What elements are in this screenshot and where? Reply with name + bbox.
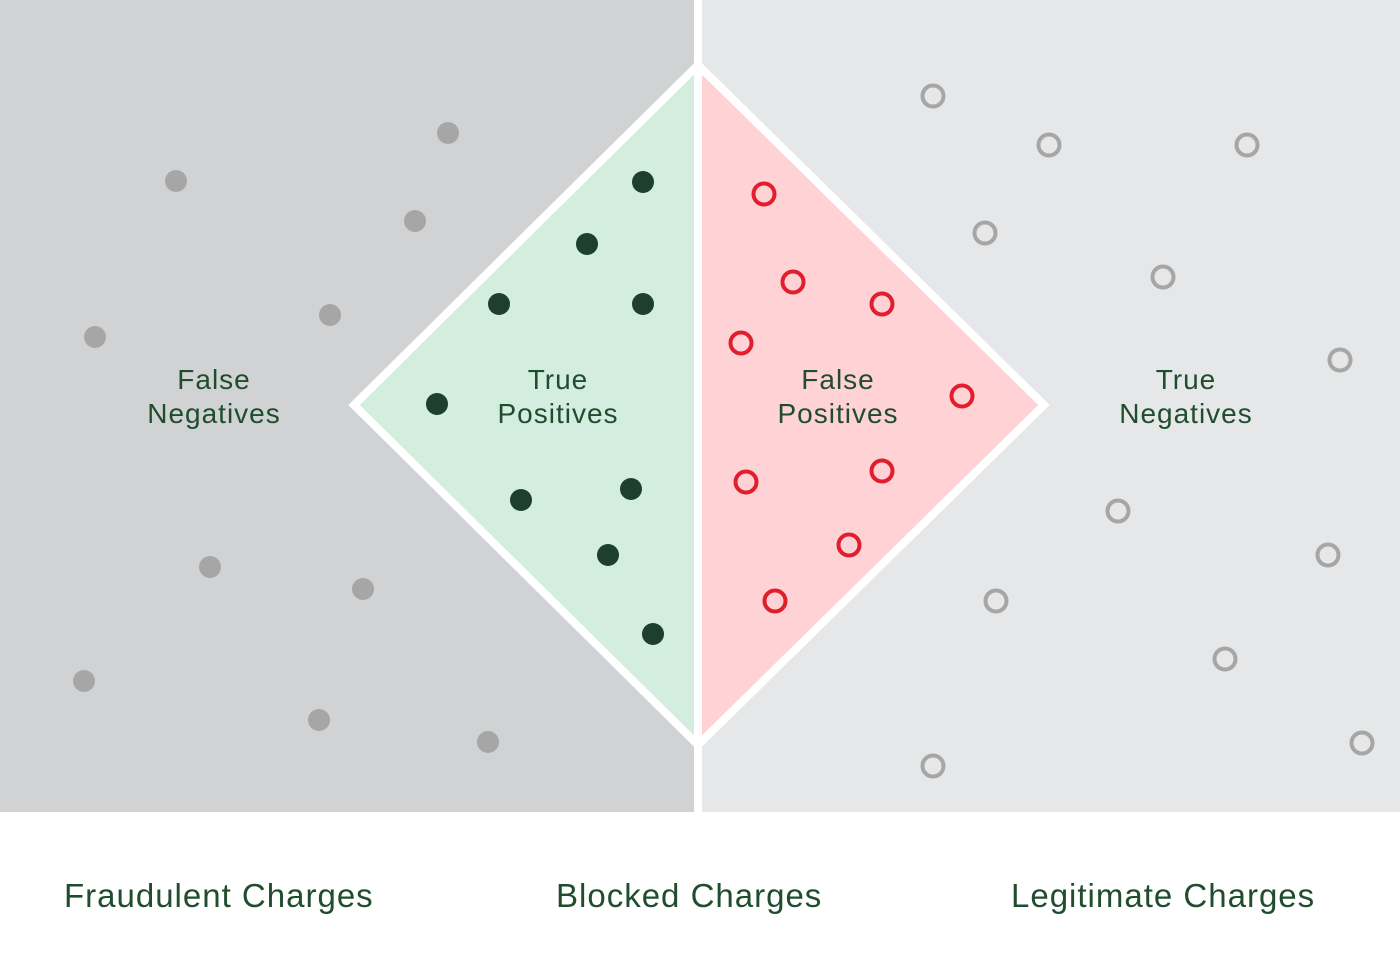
- true-positive-dot: [620, 478, 642, 500]
- true-negative-ring: [920, 83, 946, 109]
- legitimate-charges-label: Legitimate Charges: [1011, 877, 1316, 914]
- false-negatives-label-line1: False: [177, 364, 250, 395]
- true-negative-ring: [1212, 646, 1238, 672]
- true-negative-ring: [1315, 542, 1341, 568]
- false-positive-ring: [869, 291, 895, 317]
- blocked-charges-diamond: [348, 59, 1050, 751]
- true-negative-ring: [1105, 498, 1131, 524]
- false-positive-ring: [780, 269, 806, 295]
- true-positive-dot: [597, 544, 619, 566]
- false-positive-ring: [733, 469, 759, 495]
- false-positives-label-line1: False: [801, 364, 874, 395]
- true-positives-label-line2: Positives: [497, 398, 618, 429]
- charge-markers: [73, 83, 1375, 779]
- false-negative-dot: [165, 170, 187, 192]
- false-positive-ring: [949, 383, 975, 409]
- false-negative-dot: [73, 670, 95, 692]
- false-positive-ring: [751, 181, 777, 207]
- false-positive-ring: [728, 330, 754, 356]
- true-positives-label-line1: True: [528, 364, 589, 395]
- true-negative-ring: [983, 588, 1009, 614]
- true-positives-area: [354, 65, 698, 745]
- true-negatives-label-line1: True: [1156, 364, 1217, 395]
- false-negatives-label-line2: Negatives: [147, 398, 281, 429]
- true-negative-ring: [1150, 264, 1176, 290]
- false-negative-dot: [319, 304, 341, 326]
- true-positive-dot: [642, 623, 664, 645]
- true-negative-ring: [920, 753, 946, 779]
- true-positive-dot: [510, 489, 532, 511]
- false-positive-ring: [836, 532, 862, 558]
- true-negative-ring: [1036, 132, 1062, 158]
- false-negative-dot: [84, 326, 106, 348]
- false-positives-area: [698, 65, 1044, 745]
- true-positive-dot: [576, 233, 598, 255]
- false-negative-dot: [352, 578, 374, 600]
- false-negative-dot: [437, 122, 459, 144]
- fraudulent-charges-label: Fraudulent Charges: [64, 877, 374, 914]
- true-positive-dot: [488, 293, 510, 315]
- blocked-charges-label: Blocked Charges: [556, 877, 823, 914]
- false-positive-ring: [762, 588, 788, 614]
- false-negative-dot: [404, 210, 426, 232]
- true-negatives-label-line2: Negatives: [1119, 398, 1253, 429]
- true-negative-ring: [972, 220, 998, 246]
- false-negative-dot: [199, 556, 221, 578]
- false-negative-dot: [308, 709, 330, 731]
- true-negative-ring: [1327, 347, 1353, 373]
- true-positive-dot: [632, 171, 654, 193]
- false-positive-ring: [869, 458, 895, 484]
- false-positives-label-line2: Positives: [777, 398, 898, 429]
- true-positive-dot: [426, 393, 448, 415]
- true-negative-ring: [1234, 132, 1260, 158]
- true-negative-ring: [1349, 730, 1375, 756]
- false-negative-dot: [477, 731, 499, 753]
- true-positive-dot: [632, 293, 654, 315]
